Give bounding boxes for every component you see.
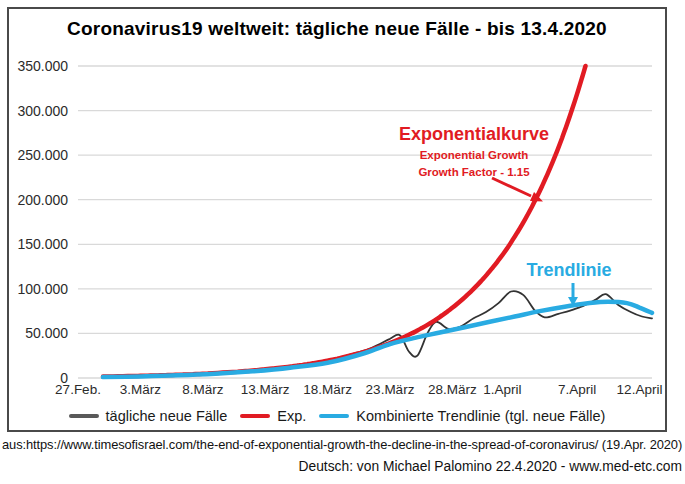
x-axis-tick-label: 3.März [120,382,162,397]
legend-item-trend: Kombinierte Trendlinie (tgl. neue Fälle) [319,408,605,424]
y-axis-tick-label: 100.000 [17,281,68,297]
source-line: aus:https://www.timesofisrael.com/the-en… [2,437,685,452]
trend-arrow-icon [564,281,582,311]
legend: tägliche neue Fälle Exp. Kombinierte Tre… [9,408,665,424]
x-axis-tick-label: 27.Feb. [55,382,101,397]
x-axis-tick-label: 23.März [366,382,415,397]
legend-label-cases: tägliche neue Fälle [106,408,228,424]
x-axis-tick-label: 18.März [303,382,352,397]
trendline-label: Trendlinie [521,260,617,281]
x-axis-tick-label: 8.März [182,382,224,397]
exp-line-swatch-icon [240,414,270,418]
trend-line-swatch-icon [319,414,349,418]
x-axis-tick-label: 13.März [241,382,290,397]
page: { "colors": { "exp_red": "#e11b23", "tre… [0,0,685,484]
chart-panel: Coronavirus19 weltweit: tägliche neue Fä… [7,7,667,432]
y-axis-tick-label: 300.000 [17,103,68,119]
source-url: https://www.timesofisrael.com/the-end-of… [26,437,598,452]
exp-arrow-icon [489,173,549,207]
x-axis-tick-label: 12.April [617,382,663,397]
y-axis-tick-label: 200.000 [17,192,68,208]
y-axis-tick-label: 50.000 [25,325,68,341]
series-line-exp- [103,66,586,377]
exponential-annotation: Exponentialkurve Exponential Growth Grow… [392,125,556,178]
legend-item-exp: Exp. [240,408,306,424]
source-prefix: aus: [2,437,26,452]
exponential-curve-label: Exponentialkurve [392,125,556,144]
legend-label-trend: Kombinierte Trendlinie (tgl. neue Fälle) [356,408,605,424]
cases-line-swatch-icon [69,414,99,418]
exponential-growth-sublabel: Exponential Growth [392,149,556,161]
x-axis-tick-label: 1.April [483,382,521,397]
series-line-kombinierte-trendlinie--tgl--neue-f-lle- [103,302,652,377]
y-axis-tick-label: 150.000 [17,236,68,252]
credit-line: Deutsch: von Michael Palomino 22.4.2020 … [299,459,682,474]
x-axis-tick-label: 28.März [428,382,477,397]
y-axis-tick-label: 250.000 [17,147,68,163]
y-axis-tick-label: 350.000 [17,58,68,74]
legend-label-exp: Exp. [277,408,306,424]
chart-canvas: 050.000100.000150.000200.000250.000300.0… [9,9,665,430]
source-date: (19.Apr. 2020) [602,437,682,452]
x-axis-tick-label: 7.April [558,382,596,397]
legend-item-cases: tägliche neue Fälle [69,408,228,424]
